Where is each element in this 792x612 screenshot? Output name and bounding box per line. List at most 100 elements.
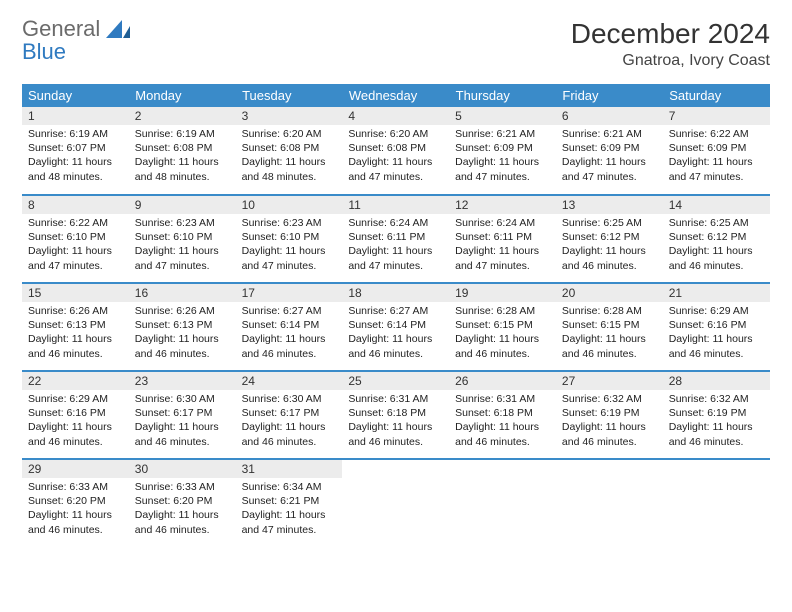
weekday-header: Sunday (22, 84, 129, 107)
day-details: Sunrise: 6:28 AMSunset: 6:15 PMDaylight:… (449, 302, 556, 365)
day-number: 25 (342, 372, 449, 390)
calendar-cell: 7Sunrise: 6:22 AMSunset: 6:09 PMDaylight… (663, 107, 770, 195)
sunrise-text: Sunrise: 6:30 AM (135, 392, 230, 406)
sunrise-text: Sunrise: 6:34 AM (242, 480, 337, 494)
day-number: 16 (129, 284, 236, 302)
calendar-row: 29Sunrise: 6:33 AMSunset: 6:20 PMDayligh… (22, 459, 770, 547)
day-number: 26 (449, 372, 556, 390)
day-details: Sunrise: 6:20 AMSunset: 6:08 PMDaylight:… (342, 125, 449, 188)
sunrise-text: Sunrise: 6:28 AM (562, 304, 657, 318)
calendar-cell: 6Sunrise: 6:21 AMSunset: 6:09 PMDaylight… (556, 107, 663, 195)
sunrise-text: Sunrise: 6:21 AM (455, 127, 550, 141)
day-number: 3 (236, 107, 343, 125)
day-number: 4 (342, 107, 449, 125)
sunrise-text: Sunrise: 6:26 AM (28, 304, 123, 318)
calendar-cell: 10Sunrise: 6:23 AMSunset: 6:10 PMDayligh… (236, 195, 343, 283)
calendar-cell: 24Sunrise: 6:30 AMSunset: 6:17 PMDayligh… (236, 371, 343, 459)
daylight-text: Daylight: 11 hours and 46 minutes. (562, 332, 657, 360)
weekday-header: Saturday (663, 84, 770, 107)
sunset-text: Sunset: 6:13 PM (135, 318, 230, 332)
day-details: Sunrise: 6:31 AMSunset: 6:18 PMDaylight:… (342, 390, 449, 453)
sunset-text: Sunset: 6:14 PM (242, 318, 337, 332)
daylight-text: Daylight: 11 hours and 47 minutes. (562, 155, 657, 183)
calendar-cell: 21Sunrise: 6:29 AMSunset: 6:16 PMDayligh… (663, 283, 770, 371)
daylight-text: Daylight: 11 hours and 47 minutes. (669, 155, 764, 183)
sunrise-text: Sunrise: 6:32 AM (669, 392, 764, 406)
day-number: 1 (22, 107, 129, 125)
sunrise-text: Sunrise: 6:33 AM (28, 480, 123, 494)
calendar-row: 1Sunrise: 6:19 AMSunset: 6:07 PMDaylight… (22, 107, 770, 195)
day-details: Sunrise: 6:26 AMSunset: 6:13 PMDaylight:… (22, 302, 129, 365)
weekday-header: Tuesday (236, 84, 343, 107)
daylight-text: Daylight: 11 hours and 47 minutes. (348, 155, 443, 183)
day-details: Sunrise: 6:33 AMSunset: 6:20 PMDaylight:… (22, 478, 129, 541)
daylight-text: Daylight: 11 hours and 46 minutes. (455, 420, 550, 448)
day-number: 22 (22, 372, 129, 390)
sunset-text: Sunset: 6:08 PM (348, 141, 443, 155)
sunset-text: Sunset: 6:14 PM (348, 318, 443, 332)
day-details: Sunrise: 6:24 AMSunset: 6:11 PMDaylight:… (342, 214, 449, 277)
day-number: 2 (129, 107, 236, 125)
calendar-cell: 16Sunrise: 6:26 AMSunset: 6:13 PMDayligh… (129, 283, 236, 371)
daylight-text: Daylight: 11 hours and 46 minutes. (135, 332, 230, 360)
calendar-cell: 26Sunrise: 6:31 AMSunset: 6:18 PMDayligh… (449, 371, 556, 459)
day-details: Sunrise: 6:25 AMSunset: 6:12 PMDaylight:… (663, 214, 770, 277)
sunset-text: Sunset: 6:09 PM (669, 141, 764, 155)
sunrise-text: Sunrise: 6:25 AM (562, 216, 657, 230)
calendar-cell: 15Sunrise: 6:26 AMSunset: 6:13 PMDayligh… (22, 283, 129, 371)
calendar-cell: 20Sunrise: 6:28 AMSunset: 6:15 PMDayligh… (556, 283, 663, 371)
day-details: Sunrise: 6:27 AMSunset: 6:14 PMDaylight:… (236, 302, 343, 365)
weekday-header: Wednesday (342, 84, 449, 107)
calendar-cell: 31Sunrise: 6:34 AMSunset: 6:21 PMDayligh… (236, 459, 343, 547)
day-number: 14 (663, 196, 770, 214)
sunrise-text: Sunrise: 6:21 AM (562, 127, 657, 141)
daylight-text: Daylight: 11 hours and 47 minutes. (348, 244, 443, 272)
calendar-cell: 22Sunrise: 6:29 AMSunset: 6:16 PMDayligh… (22, 371, 129, 459)
sunrise-text: Sunrise: 6:24 AM (348, 216, 443, 230)
day-details: Sunrise: 6:21 AMSunset: 6:09 PMDaylight:… (449, 125, 556, 188)
sunrise-text: Sunrise: 6:22 AM (28, 216, 123, 230)
daylight-text: Daylight: 11 hours and 47 minutes. (135, 244, 230, 272)
day-number: 20 (556, 284, 663, 302)
sunset-text: Sunset: 6:21 PM (242, 494, 337, 508)
sunset-text: Sunset: 6:11 PM (455, 230, 550, 244)
day-number: 29 (22, 460, 129, 478)
day-number: 31 (236, 460, 343, 478)
calendar-table: Sunday Monday Tuesday Wednesday Thursday… (22, 84, 770, 547)
day-details: Sunrise: 6:19 AMSunset: 6:07 PMDaylight:… (22, 125, 129, 188)
day-details: Sunrise: 6:34 AMSunset: 6:21 PMDaylight:… (236, 478, 343, 541)
sunset-text: Sunset: 6:10 PM (28, 230, 123, 244)
daylight-text: Daylight: 11 hours and 46 minutes. (348, 332, 443, 360)
day-details: Sunrise: 6:30 AMSunset: 6:17 PMDaylight:… (236, 390, 343, 453)
sunrise-text: Sunrise: 6:19 AM (28, 127, 123, 141)
daylight-text: Daylight: 11 hours and 46 minutes. (135, 508, 230, 536)
calendar-cell: 12Sunrise: 6:24 AMSunset: 6:11 PMDayligh… (449, 195, 556, 283)
calendar-cell: 25Sunrise: 6:31 AMSunset: 6:18 PMDayligh… (342, 371, 449, 459)
sunset-text: Sunset: 6:16 PM (28, 406, 123, 420)
day-number: 10 (236, 196, 343, 214)
sunset-text: Sunset: 6:09 PM (455, 141, 550, 155)
calendar-cell (449, 459, 556, 547)
day-number: 19 (449, 284, 556, 302)
day-details: Sunrise: 6:25 AMSunset: 6:12 PMDaylight:… (556, 214, 663, 277)
day-number: 24 (236, 372, 343, 390)
weekday-header: Thursday (449, 84, 556, 107)
calendar-cell: 30Sunrise: 6:33 AMSunset: 6:20 PMDayligh… (129, 459, 236, 547)
calendar-row: 15Sunrise: 6:26 AMSunset: 6:13 PMDayligh… (22, 283, 770, 371)
daylight-text: Daylight: 11 hours and 46 minutes. (348, 420, 443, 448)
logo: General Blue (22, 18, 132, 64)
location-label: Gnatroa, Ivory Coast (571, 52, 770, 70)
sunset-text: Sunset: 6:20 PM (135, 494, 230, 508)
calendar-cell: 2Sunrise: 6:19 AMSunset: 6:08 PMDaylight… (129, 107, 236, 195)
sunrise-text: Sunrise: 6:31 AM (455, 392, 550, 406)
sunset-text: Sunset: 6:08 PM (242, 141, 337, 155)
day-details: Sunrise: 6:31 AMSunset: 6:18 PMDaylight:… (449, 390, 556, 453)
sunset-text: Sunset: 6:09 PM (562, 141, 657, 155)
calendar-cell: 18Sunrise: 6:27 AMSunset: 6:14 PMDayligh… (342, 283, 449, 371)
sunrise-text: Sunrise: 6:33 AM (135, 480, 230, 494)
sunset-text: Sunset: 6:13 PM (28, 318, 123, 332)
daylight-text: Daylight: 11 hours and 46 minutes. (135, 420, 230, 448)
calendar-cell (342, 459, 449, 547)
sunrise-text: Sunrise: 6:27 AM (242, 304, 337, 318)
day-number: 15 (22, 284, 129, 302)
